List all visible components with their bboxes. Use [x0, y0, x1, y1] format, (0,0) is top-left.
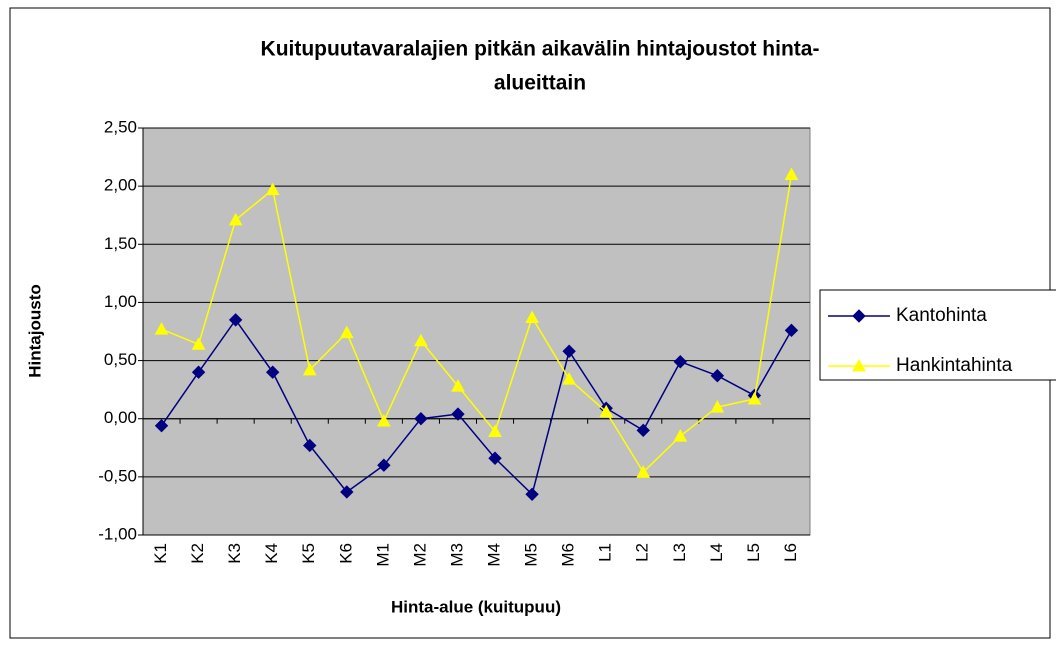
marker	[852, 358, 866, 372]
marker	[710, 368, 725, 383]
marker	[265, 182, 280, 196]
marker	[562, 372, 576, 385]
y-axis-title: Hintajousto	[25, 284, 44, 378]
marker	[303, 438, 317, 453]
y-tick-label: -1,00	[98, 524, 137, 543]
x-tick-label: L2	[633, 543, 652, 562]
marker	[377, 458, 391, 472]
x-tick-label: M5	[522, 543, 541, 567]
marker	[451, 407, 465, 421]
chart-title: alueittain	[494, 72, 586, 95]
x-tick-label: M1	[373, 543, 392, 567]
y-tick-label: -0,50	[98, 466, 137, 485]
marker	[340, 485, 354, 499]
y-tick-label: 0,50	[104, 350, 137, 369]
x-tick-label: K3	[225, 543, 244, 564]
marker	[228, 212, 243, 226]
x-axis-title: Hinta-alue (kuitupuu)	[391, 597, 561, 616]
marker	[747, 391, 762, 405]
marker	[673, 355, 688, 369]
x-tick-label: K5	[299, 543, 318, 564]
marker	[525, 310, 539, 324]
marker	[191, 337, 206, 350]
x-tick-label: L6	[781, 543, 800, 562]
x-tick-label: M2	[410, 543, 429, 567]
legend-label: Kantohinta	[896, 305, 987, 326]
marker	[599, 404, 614, 418]
marker	[377, 413, 391, 427]
marker	[525, 487, 539, 502]
marker	[228, 313, 243, 327]
x-tick-label: K2	[188, 543, 207, 564]
marker	[562, 344, 576, 358]
marker	[451, 379, 465, 392]
y-tick-label: 1,00	[104, 292, 137, 311]
marker	[488, 424, 502, 438]
y-tick-label: 0,00	[104, 408, 137, 427]
marker	[636, 423, 650, 438]
y-tick-label: 1,50	[104, 234, 137, 253]
marker	[302, 362, 317, 376]
x-tick-label: K6	[336, 543, 355, 564]
marker	[414, 333, 428, 347]
marker	[414, 412, 428, 426]
marker	[154, 418, 169, 433]
marker	[852, 309, 866, 323]
plot-area	[142, 127, 811, 536]
marker	[488, 451, 502, 465]
x-tick-label: L4	[707, 543, 726, 562]
x-tick-label: M4	[485, 543, 504, 567]
marker	[784, 167, 799, 181]
x-tick-label: K1	[151, 543, 170, 564]
marker	[673, 429, 688, 442]
marker	[265, 365, 280, 379]
x-tick-label: L5	[744, 543, 763, 562]
marker	[636, 465, 651, 478]
x-tick-label: L3	[670, 543, 689, 562]
series-line	[160, 318, 793, 496]
legend-label: Hankintahinta	[896, 355, 1013, 376]
marker	[154, 322, 169, 335]
y-tick-label: 2,00	[104, 176, 137, 195]
y-tick-label: 2,50	[104, 117, 137, 136]
x-tick-label: K4	[262, 543, 281, 564]
x-tick-label: L1	[596, 543, 615, 562]
marker	[710, 400, 725, 413]
marker	[191, 365, 206, 379]
x-tick-label: M3	[447, 543, 466, 567]
chart-title: Kuitupuutavaralajien pitkän aikavälin hi…	[261, 38, 820, 61]
marker	[784, 323, 799, 338]
marker	[339, 325, 354, 339]
x-tick-label: M6	[559, 543, 578, 567]
